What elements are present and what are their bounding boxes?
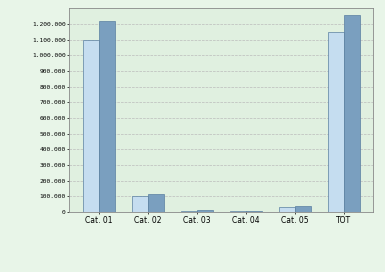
Bar	[344, 15, 360, 212]
Bar	[83, 39, 99, 212]
Bar	[132, 196, 148, 212]
Bar	[279, 208, 295, 212]
Bar	[230, 211, 246, 212]
Bar	[197, 210, 213, 212]
Bar	[148, 194, 164, 212]
Bar	[99, 21, 114, 212]
Bar	[295, 206, 311, 212]
Bar	[181, 211, 197, 212]
Bar	[246, 211, 261, 212]
Bar	[328, 32, 344, 212]
